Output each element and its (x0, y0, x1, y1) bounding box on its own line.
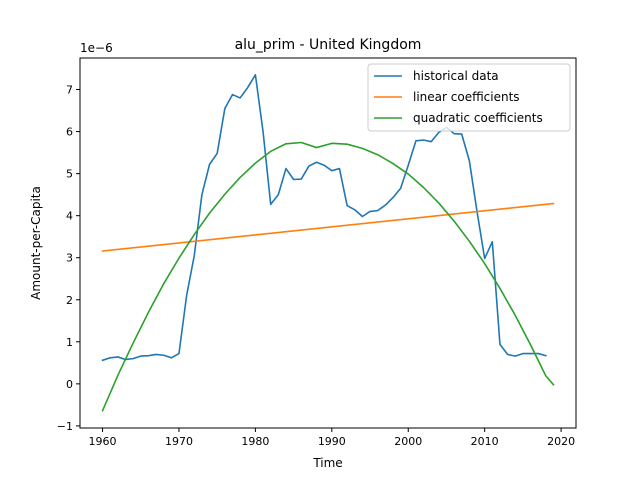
x-tick: 1990 (318, 428, 346, 448)
y-tick: 3 (66, 252, 80, 265)
x-tick: 1980 (241, 428, 269, 448)
y-tick: 2 (66, 294, 80, 307)
legend-label: quadratic coefficients (413, 111, 543, 125)
y-tick-label: 6 (66, 126, 73, 139)
y-axis-ticks: −1 0 1 2 3 4 5 6 7 (57, 84, 80, 433)
series-line-quadratic-coefficients (101, 141, 555, 412)
x-axis-ticks: 1960 1970 1980 1990 2000 2010 2020 (89, 428, 575, 448)
legend-entry: quadratic coefficients (374, 111, 543, 125)
x-tick: 2000 (394, 428, 422, 448)
y-axis-label: Amount-per-Capita (29, 186, 43, 300)
x-tick: 2020 (547, 428, 575, 448)
y-tick: 0 (66, 378, 80, 391)
y-tick-label: 3 (66, 252, 73, 265)
y-tick: 1 (66, 336, 80, 349)
y-tick: 7 (66, 84, 80, 97)
y-tick-label: 0 (66, 378, 73, 391)
series-line-linear-coefficients (101, 202, 555, 252)
y-tick-label: 1 (66, 336, 73, 349)
x-axis-label: Time (312, 456, 342, 470)
y-tick: 6 (66, 126, 80, 139)
x-tick-label: 1960 (89, 435, 117, 448)
y-axis-offset-label: 1e−6 (80, 41, 113, 55)
x-tick-label: 2000 (394, 435, 422, 448)
legend-entry: historical data (374, 69, 499, 83)
y-tick-label: −1 (57, 420, 73, 433)
y-tick-label: 4 (66, 210, 73, 223)
x-tick-label: 2010 (471, 435, 499, 448)
y-tick-label: 2 (66, 294, 73, 307)
axes-frame (79, 57, 577, 429)
series-line-historical-data (101, 74, 547, 362)
series-layer (101, 74, 555, 412)
y-tick-label: 5 (66, 168, 73, 181)
legend-label: historical data (413, 69, 499, 83)
legend: historical data linear coefficients quadra… (367, 63, 571, 132)
legend-label: linear coefficients (413, 90, 520, 104)
x-tick: 2010 (471, 428, 499, 448)
chart-title: alu_prim - United Kingdom (235, 37, 422, 53)
x-tick-label: 1980 (241, 435, 269, 448)
x-tick: 1960 (89, 428, 117, 448)
legend-items: historical data linear coefficients quadra… (374, 69, 543, 125)
x-tick: 1970 (165, 428, 193, 448)
legend-box (367, 63, 571, 132)
x-tick-label: 1970 (165, 435, 193, 448)
y-tick: 5 (66, 168, 80, 181)
y-tick-label: 7 (66, 84, 73, 97)
legend-entry: linear coefficients (374, 90, 520, 104)
x-tick-label: 1990 (318, 435, 346, 448)
y-tick: 4 (66, 210, 80, 223)
x-tick-label: 2020 (547, 435, 575, 448)
y-tick: −1 (57, 420, 80, 433)
